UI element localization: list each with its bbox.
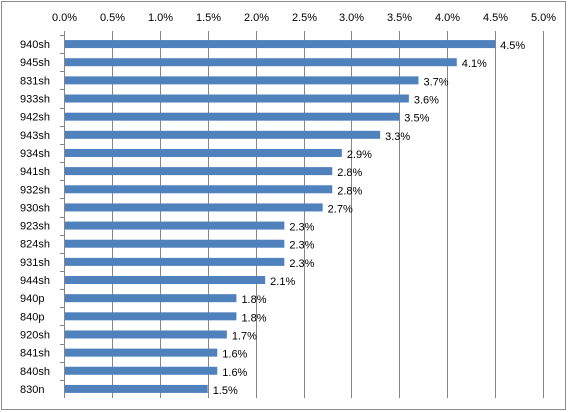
category-label: 841sh [20, 348, 50, 360]
data-label: 3.3% [385, 131, 410, 143]
data-label: 4.5% [500, 40, 525, 52]
data-label: 1.7% [232, 330, 257, 342]
category-label: 840sh [20, 366, 50, 378]
bar [65, 221, 285, 230]
bar [65, 40, 496, 49]
category-label: 941sh [20, 166, 50, 178]
x-tick-label: 0.5% [100, 12, 125, 24]
bar [65, 312, 237, 321]
x-tick-label: 4.0% [435, 12, 460, 24]
category-label: 940p [20, 293, 44, 305]
category-label: 931sh [20, 257, 50, 269]
bar [65, 384, 208, 393]
data-label: 4.1% [462, 58, 487, 70]
grid-lines [60, 31, 544, 398]
category-label: 930sh [20, 202, 50, 214]
bar [65, 76, 419, 85]
x-tick-label: 3.5% [387, 12, 412, 24]
data-label: 2.3% [289, 258, 314, 270]
x-tick-label: 1.5% [196, 12, 221, 24]
bar [65, 239, 285, 248]
bar [65, 257, 285, 266]
data-label: 2.3% [289, 222, 314, 234]
data-label: 2.9% [347, 149, 372, 161]
data-label: 1.6% [222, 367, 247, 379]
category-label: 934sh [20, 148, 50, 160]
bar [65, 94, 409, 103]
category-label: 920sh [20, 329, 50, 341]
bar [65, 148, 342, 157]
category-label: 840p [20, 311, 44, 323]
data-labels: 4.5% 4.1% 3.7% 3.6% 3.5% 3.3% 2.9% 2.8% 2.8% 2.7%… [213, 40, 526, 397]
data-label: 2.3% [289, 240, 314, 252]
x-tick-label: 2.0% [244, 12, 269, 24]
data-label: 1.8% [241, 294, 266, 306]
bar [65, 348, 218, 357]
data-label: 2.8% [337, 185, 362, 197]
category-label: 933sh [20, 94, 50, 106]
data-label: 1.5% [213, 385, 238, 397]
bar [65, 112, 400, 121]
category-label: 824sh [20, 239, 50, 251]
data-label: 2.1% [270, 276, 295, 288]
category-label: 831sh [20, 75, 50, 87]
bars [65, 40, 496, 393]
data-label: 2.7% [328, 203, 353, 215]
bar [65, 167, 333, 176]
category-label: 942sh [20, 112, 50, 124]
x-tick-label: 4.5% [483, 12, 508, 24]
data-label: 1.8% [241, 312, 266, 324]
data-label: 2.8% [337, 167, 362, 179]
x-tick-label: 3.0% [339, 12, 364, 24]
category-label: 923sh [20, 221, 50, 233]
x-tick-label: 2.5% [292, 12, 317, 24]
category-label: 943sh [20, 130, 50, 142]
bar [65, 130, 381, 139]
category-label: 944sh [20, 275, 50, 287]
category-label: 940sh [20, 39, 50, 51]
x-tick-label: 5.0% [531, 12, 556, 24]
category-labels: 940sh 945sh 831sh 933sh 942sh 943sh 934sh 941sh… [20, 39, 50, 396]
category-label: 830n [20, 384, 44, 396]
x-tick-label: 1.0% [148, 12, 173, 24]
data-label: 3.6% [414, 95, 439, 107]
x-tick-label: 0.0% [52, 12, 77, 24]
data-label: 1.6% [222, 349, 247, 361]
bar [65, 276, 266, 285]
x-axis-ticks: 0.0% 0.5% 1.0% 1.5% 2.0% 2.5% 3.0% 3.5% 4.0% 4.5%… [52, 12, 556, 24]
bar [65, 366, 218, 375]
bar [65, 185, 333, 194]
data-label: 3.7% [423, 76, 448, 88]
bar [65, 58, 457, 67]
data-label: 3.5% [404, 113, 429, 125]
bar [65, 203, 323, 212]
bar [65, 294, 237, 303]
category-label: 932sh [20, 184, 50, 196]
bar [65, 330, 227, 339]
category-label: 945sh [20, 57, 50, 69]
